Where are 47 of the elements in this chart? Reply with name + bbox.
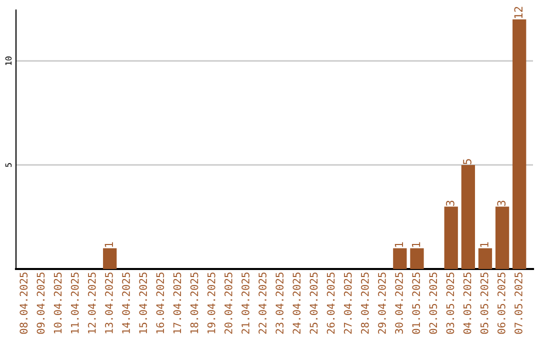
x-tick-label: 26.04.2025 (326, 272, 335, 334)
x-tick-label: 10.04.2025 (54, 272, 62, 334)
x-tick-label: 30.04.2025 (395, 272, 403, 334)
x-tick-label: 08.04.2025 (20, 272, 28, 334)
data-label: 12 (514, 6, 522, 18)
data-label: 3 (446, 200, 454, 206)
bar (478, 248, 492, 269)
data-label: 1 (412, 242, 420, 247)
x-tick-label: 12.04.2025 (88, 272, 96, 334)
x-tick-label: 06.05.2025 (497, 272, 506, 334)
data-label: 5 (463, 159, 472, 164)
x-tick-label: 16.04.2025 (156, 272, 164, 334)
x-tick-label: 14.04.2025 (122, 272, 130, 334)
data-label: 1 (480, 242, 488, 247)
x-tick-label: 17.04.2025 (173, 272, 182, 334)
x-tick-label: 25.04.2025 (310, 272, 318, 334)
data-label: 1 (104, 242, 113, 247)
bar (512, 19, 526, 269)
bar (444, 206, 458, 269)
x-tick-label: 28.04.2025 (360, 272, 369, 334)
x-tick-label: 18.04.2025 (190, 272, 198, 334)
x-tick-label: 02.05.2025 (429, 272, 438, 334)
bar (461, 164, 475, 269)
x-tick-label: 05.05.2025 (480, 272, 488, 334)
x-tick-label: 29.04.2025 (378, 272, 386, 334)
x-tick-label: 04.05.2025 (463, 272, 472, 334)
x-tick-label: 20.04.2025 (224, 272, 232, 334)
x-tick-label: 27.04.2025 (344, 272, 352, 334)
x-tick-label: 09.04.2025 (36, 272, 45, 334)
bar (410, 248, 424, 269)
x-tick-label: 24.04.2025 (292, 272, 301, 334)
data-label: 3 (497, 200, 506, 206)
y-tick-label: 10 (5, 56, 12, 65)
x-tick-label: 19.04.2025 (207, 272, 216, 334)
data-label: 1 (394, 242, 404, 247)
x-tick-label: 22.04.2025 (258, 272, 266, 334)
x-tick-label: 21.04.2025 (242, 272, 250, 334)
x-tick-label: 03.05.2025 (446, 272, 454, 334)
x-tick-label: 13.04.2025 (105, 272, 113, 334)
x-tick-label: 15.04.2025 (139, 272, 148, 334)
bar (393, 248, 407, 269)
x-tick-label: 01.05.2025 (412, 272, 420, 334)
bar (495, 206, 510, 269)
bar (103, 248, 117, 269)
x-tick-label: 11.04.2025 (70, 272, 79, 334)
x-tick-label: 07.05.2025 (514, 272, 522, 334)
x-tick-label: 23.04.2025 (276, 272, 284, 334)
